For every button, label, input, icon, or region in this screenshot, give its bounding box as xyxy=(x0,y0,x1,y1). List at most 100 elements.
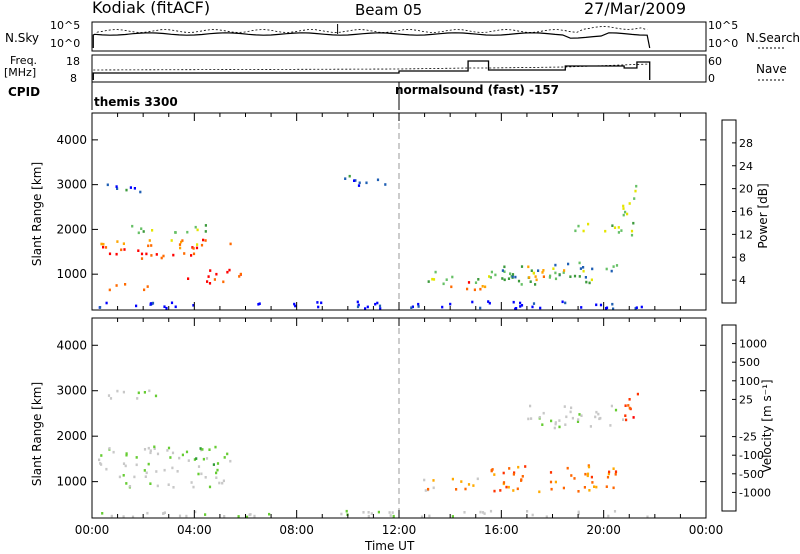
velocity-echo-cell xyxy=(208,448,211,451)
power-echo-cell xyxy=(450,285,453,289)
power-echo-cell xyxy=(207,275,210,278)
power-echo-cell xyxy=(479,287,482,291)
velocity-echo-cell xyxy=(367,514,370,518)
velocity-colorbar-tick-label: 25 xyxy=(739,393,753,406)
velocity-echo-cell xyxy=(133,475,136,479)
velocity-echo-cell xyxy=(607,514,610,518)
power-echo-cell xyxy=(467,281,471,284)
nsky-tick-top: 10^5 xyxy=(50,19,81,32)
xtick-label: 08:00 xyxy=(279,523,314,537)
power-echo-cell xyxy=(489,276,492,279)
velocity-echo-cell xyxy=(520,479,523,482)
power-echo-cell xyxy=(215,272,218,276)
velocity-echo-cell xyxy=(197,472,200,476)
cpid-mode-2: normalsound (fast) -157 xyxy=(395,83,560,97)
power-echo-cell xyxy=(635,306,638,309)
velocity-echo-cell xyxy=(545,515,548,518)
power-echo-cell xyxy=(578,261,581,265)
power-echo-cell xyxy=(204,224,207,227)
velocity-echo-cell xyxy=(118,475,121,479)
velocity-echo-cell xyxy=(507,485,510,489)
velocity-echo-cell xyxy=(606,475,610,479)
velocity-echo-cell xyxy=(146,511,149,515)
velocity-colorbar-tick-label: 100 xyxy=(739,375,760,388)
power-echo-cell xyxy=(548,276,551,279)
power-echo-cell xyxy=(531,305,534,309)
nsearch-line xyxy=(96,26,648,33)
velocity-echo-cell xyxy=(577,418,580,421)
power-echo-cell xyxy=(204,230,207,233)
velocity-echo-cell xyxy=(610,404,613,408)
power-echo-cell xyxy=(150,254,153,257)
power-echo-cell xyxy=(514,275,517,279)
velocity-echo-cell xyxy=(215,476,218,479)
power-echo-cell xyxy=(229,242,232,246)
power-echo-cell xyxy=(599,303,603,307)
velocity-echo-cell xyxy=(558,419,561,422)
velocity-echo-cell xyxy=(481,511,485,514)
power-echo-cell xyxy=(348,174,351,178)
velocity-echo-cell xyxy=(588,489,591,492)
velocity-echo-cell xyxy=(554,422,557,426)
power-echo-cell xyxy=(238,275,241,278)
velocity-echo-cell xyxy=(392,514,395,518)
velocity-echo-cell xyxy=(143,391,146,394)
power-echo-cell xyxy=(344,177,347,180)
power-echo-cell xyxy=(192,247,195,250)
velocity-echo-cell xyxy=(517,465,520,469)
power-echo-cell xyxy=(630,229,634,233)
velocity-echo-cell xyxy=(569,410,572,414)
power-echo-cell xyxy=(379,307,382,310)
power-echo-cell xyxy=(624,210,627,214)
power-echo-cell xyxy=(622,213,625,217)
velocity-echo-cell xyxy=(549,480,553,484)
velocity-echo-cell xyxy=(156,452,160,456)
velocity-ytick-label: 2000 xyxy=(56,429,87,443)
velocity-echo-cell xyxy=(595,485,598,489)
velocity-echo-cell xyxy=(553,426,556,430)
power-echo-cell xyxy=(520,283,523,286)
velocity-echo-cell xyxy=(529,404,532,408)
power-echo-cell xyxy=(579,267,582,270)
power-echo-cell xyxy=(517,279,521,283)
velocity-echo-cell xyxy=(527,417,530,421)
beam-label: Beam 05 xyxy=(355,1,423,19)
power-echo-cell xyxy=(554,263,557,267)
power-echo-cell xyxy=(191,246,194,249)
power-echo-cell xyxy=(294,304,297,308)
power-echo-cell xyxy=(494,273,497,277)
velocity-echo-cell xyxy=(99,462,102,465)
velocity-echo-cell xyxy=(221,481,224,485)
velocity-echo-cell xyxy=(420,515,424,519)
power-echo-cell xyxy=(108,288,111,292)
velocity-echo-cell xyxy=(577,490,580,493)
velocity-echo-cell xyxy=(216,462,220,465)
x-axis-label: Time UT xyxy=(365,539,415,553)
velocity-echo-cell xyxy=(624,404,627,407)
power-echo-cell xyxy=(105,301,108,305)
power-echo-cell xyxy=(481,285,484,288)
velocity-echo-cell xyxy=(128,485,132,488)
nsearch-tick-top: 10^5 xyxy=(708,19,739,32)
nave-label: Nave xyxy=(756,62,787,76)
velocity-echo-cell xyxy=(163,468,166,472)
velocity-colorbar-tick-label: 1000 xyxy=(739,338,767,351)
velocity-colorbar-tick-label: -25 xyxy=(739,431,757,444)
power-echo-cell xyxy=(125,188,128,192)
velocity-ytick-label: 4000 xyxy=(56,338,87,352)
xtick-label: 00:00 xyxy=(75,523,110,537)
velocity-echo-cell xyxy=(377,510,380,514)
velocity-echo-cell xyxy=(521,475,524,478)
velocity-echo-cell xyxy=(200,448,203,452)
power-echo-cell xyxy=(573,274,577,278)
velocity-echo-cell xyxy=(147,462,150,466)
velocity-echo-cell xyxy=(187,459,190,462)
power-echo-cell xyxy=(206,280,209,283)
power-echo-cell xyxy=(564,301,567,305)
velocity-echo-cell xyxy=(388,511,391,514)
power-echo-cell xyxy=(140,227,143,230)
power-echo-cell xyxy=(145,252,148,256)
power-echo-cell xyxy=(539,306,542,310)
power-echo-cell xyxy=(634,307,637,310)
power-echo-cell xyxy=(100,242,103,246)
